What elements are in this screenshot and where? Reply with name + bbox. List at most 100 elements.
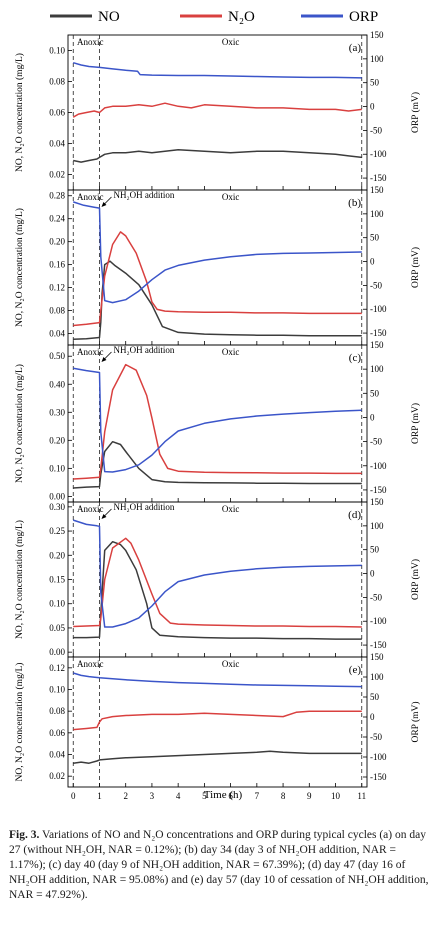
series-line-orp [73,367,362,473]
x-tick-label: 9 [307,791,312,801]
right-tick-label: 100 [370,54,384,64]
caption-label: Fig. 3. [9,829,40,841]
left-tick-label: 0.50 [49,351,65,361]
left-axis-title: NO, N₂O concentration (mg/L) [14,53,25,172]
caption-text: Variations of NO and N₂O concentrations … [9,829,429,901]
right-tick-label: 0 [370,102,375,112]
right-tick-label: -100 [370,752,387,762]
left-tick-label: 0.28 [49,191,65,201]
panel-letter: (a) [349,42,362,54]
x-tick-label: 1 [97,791,102,801]
legend: NO N₂O ORP [50,9,378,25]
right-tick-label: -150 [370,772,387,782]
panel-frame [67,189,368,346]
figure-caption: Fig. 3. Variations of NO and N₂O concent… [9,828,431,903]
left-tick-label: 0.20 [49,550,65,560]
right-tick-label: 0 [370,569,375,579]
left-tick-label: 0.06 [49,108,65,118]
right-tick-label: 50 [370,692,380,702]
right-axis-title: ORP (mV) [410,247,421,288]
left-tick-label: 0.00 [49,647,65,657]
series-line-orp [72,519,362,628]
right-axis-title: ORP (mV) [410,92,421,133]
left-tick-label: 0.00 [49,491,65,501]
annotation-label: NH₂OH addition [113,502,174,512]
x-tick-label: 3 [150,791,155,801]
x-tick-label: 7 [255,791,260,801]
panels: Anoxic Oxic (a) 0.02 0.04 0.06 0.08 0.10 -150 -10… [14,30,421,801]
series-line-no [72,102,362,118]
right-tick-label: 0 [370,412,375,422]
left-tick-label: 0.04 [49,329,65,339]
right-tick-label: 100 [370,672,384,682]
annotation-arrowhead [101,357,107,362]
x-tick-label: 11 [357,791,366,801]
annotation-arrowhead [101,202,107,207]
panel-frame [67,34,368,191]
left-axis-title: NO, N₂O concentration (mg/L) [14,208,25,327]
right-tick-label: -100 [370,616,387,626]
x-tick-label: 10 [331,791,341,801]
left-tick-label: 0.08 [49,77,65,87]
right-tick-label: -50 [370,125,382,135]
left-tick-label: 0.04 [49,750,65,760]
series-line-no [73,231,362,327]
right-tick-label: 100 [370,209,384,219]
x-tick-label: 8 [281,791,286,801]
panel-3: Anoxic Oxic (d) 0.00 0.05 0.10 0.15 0.20 0.25 0.3… [14,497,421,658]
right-axis-title: ORP (mV) [410,701,421,742]
right-tick-label: 50 [370,388,380,398]
phase-label-oxic: Oxic [222,659,240,669]
right-tick-label: -50 [370,437,382,447]
panel-1: Anoxic Oxic (b) 0.04 0.08 0.12 0.16 0.20 0.24 0.2… [14,185,421,346]
panel-letter: (d) [348,509,361,521]
left-tick-label: 0.10 [49,685,65,695]
series-line-no [73,750,362,764]
panel-4: Anoxic Oxic (e) 0.02 0.04 0.06 0.08 0.10 0.12 -15… [14,652,421,801]
right-tick-label: 150 [370,497,384,507]
left-tick-label: 0.20 [49,237,65,247]
left-tick-label: 0.25 [49,526,65,536]
x-tick-label: 4 [176,791,181,801]
series-line-no [73,710,362,731]
phase-label-anoxic: Anoxic [77,192,104,202]
right-tick-label: 50 [370,233,380,243]
phase-label-anoxic: Anoxic [77,659,104,669]
phase-label-oxic: Oxic [222,192,240,202]
series-line-orp [72,61,362,79]
left-tick-label: 0.10 [49,599,65,609]
right-tick-label: 150 [370,185,384,195]
right-axis-title: ORP (mV) [410,403,421,444]
left-tick-label: 0.30 [49,407,65,417]
panel-frame [67,656,368,788]
annotation-label: NH₂OH addition [113,190,174,200]
right-axis-title: ORP (mV) [410,559,421,600]
right-tick-label: -50 [370,592,382,602]
right-tick-label: -150 [370,640,387,650]
phase-label-anoxic: Anoxic [77,37,104,47]
panel-2: Anoxic Oxic (c) 0.00 0.10 0.20 0.30 0.40 0.50 -15… [14,340,421,503]
annotation-arrowhead [101,514,107,519]
left-tick-label: 0.10 [49,46,65,56]
left-tick-label: 0.02 [49,771,65,781]
right-tick-label: 100 [370,364,384,374]
phase-label-oxic: Oxic [222,347,240,357]
left-tick-label: 0.12 [49,283,65,293]
legend-label-2: ORP [349,9,378,25]
right-tick-label: -150 [370,485,387,495]
left-tick-label: 0.24 [49,214,65,224]
legend-label-0: NO [98,9,120,25]
legend-label-1: N₂O [228,9,255,25]
panel-letter: (b) [348,197,361,209]
series-line-orp [72,672,362,688]
left-tick-label: 0.04 [49,139,65,149]
series-line-no [73,260,362,341]
figure: NO N₂O ORP Anoxic Oxic (a) 0.02 0.04 0.06 0.08 0.… [14,9,421,801]
left-axis-title: NO, N₂O concentration (mg/L) [14,663,25,782]
right-tick-label: -100 [370,461,387,471]
panel-letter: (e) [349,664,362,676]
left-axis-title: NO, N₂O concentration (mg/L) [14,364,25,483]
right-tick-label: -50 [370,732,382,742]
series-line-no [73,540,362,640]
left-tick-label: 0.16 [49,260,65,270]
